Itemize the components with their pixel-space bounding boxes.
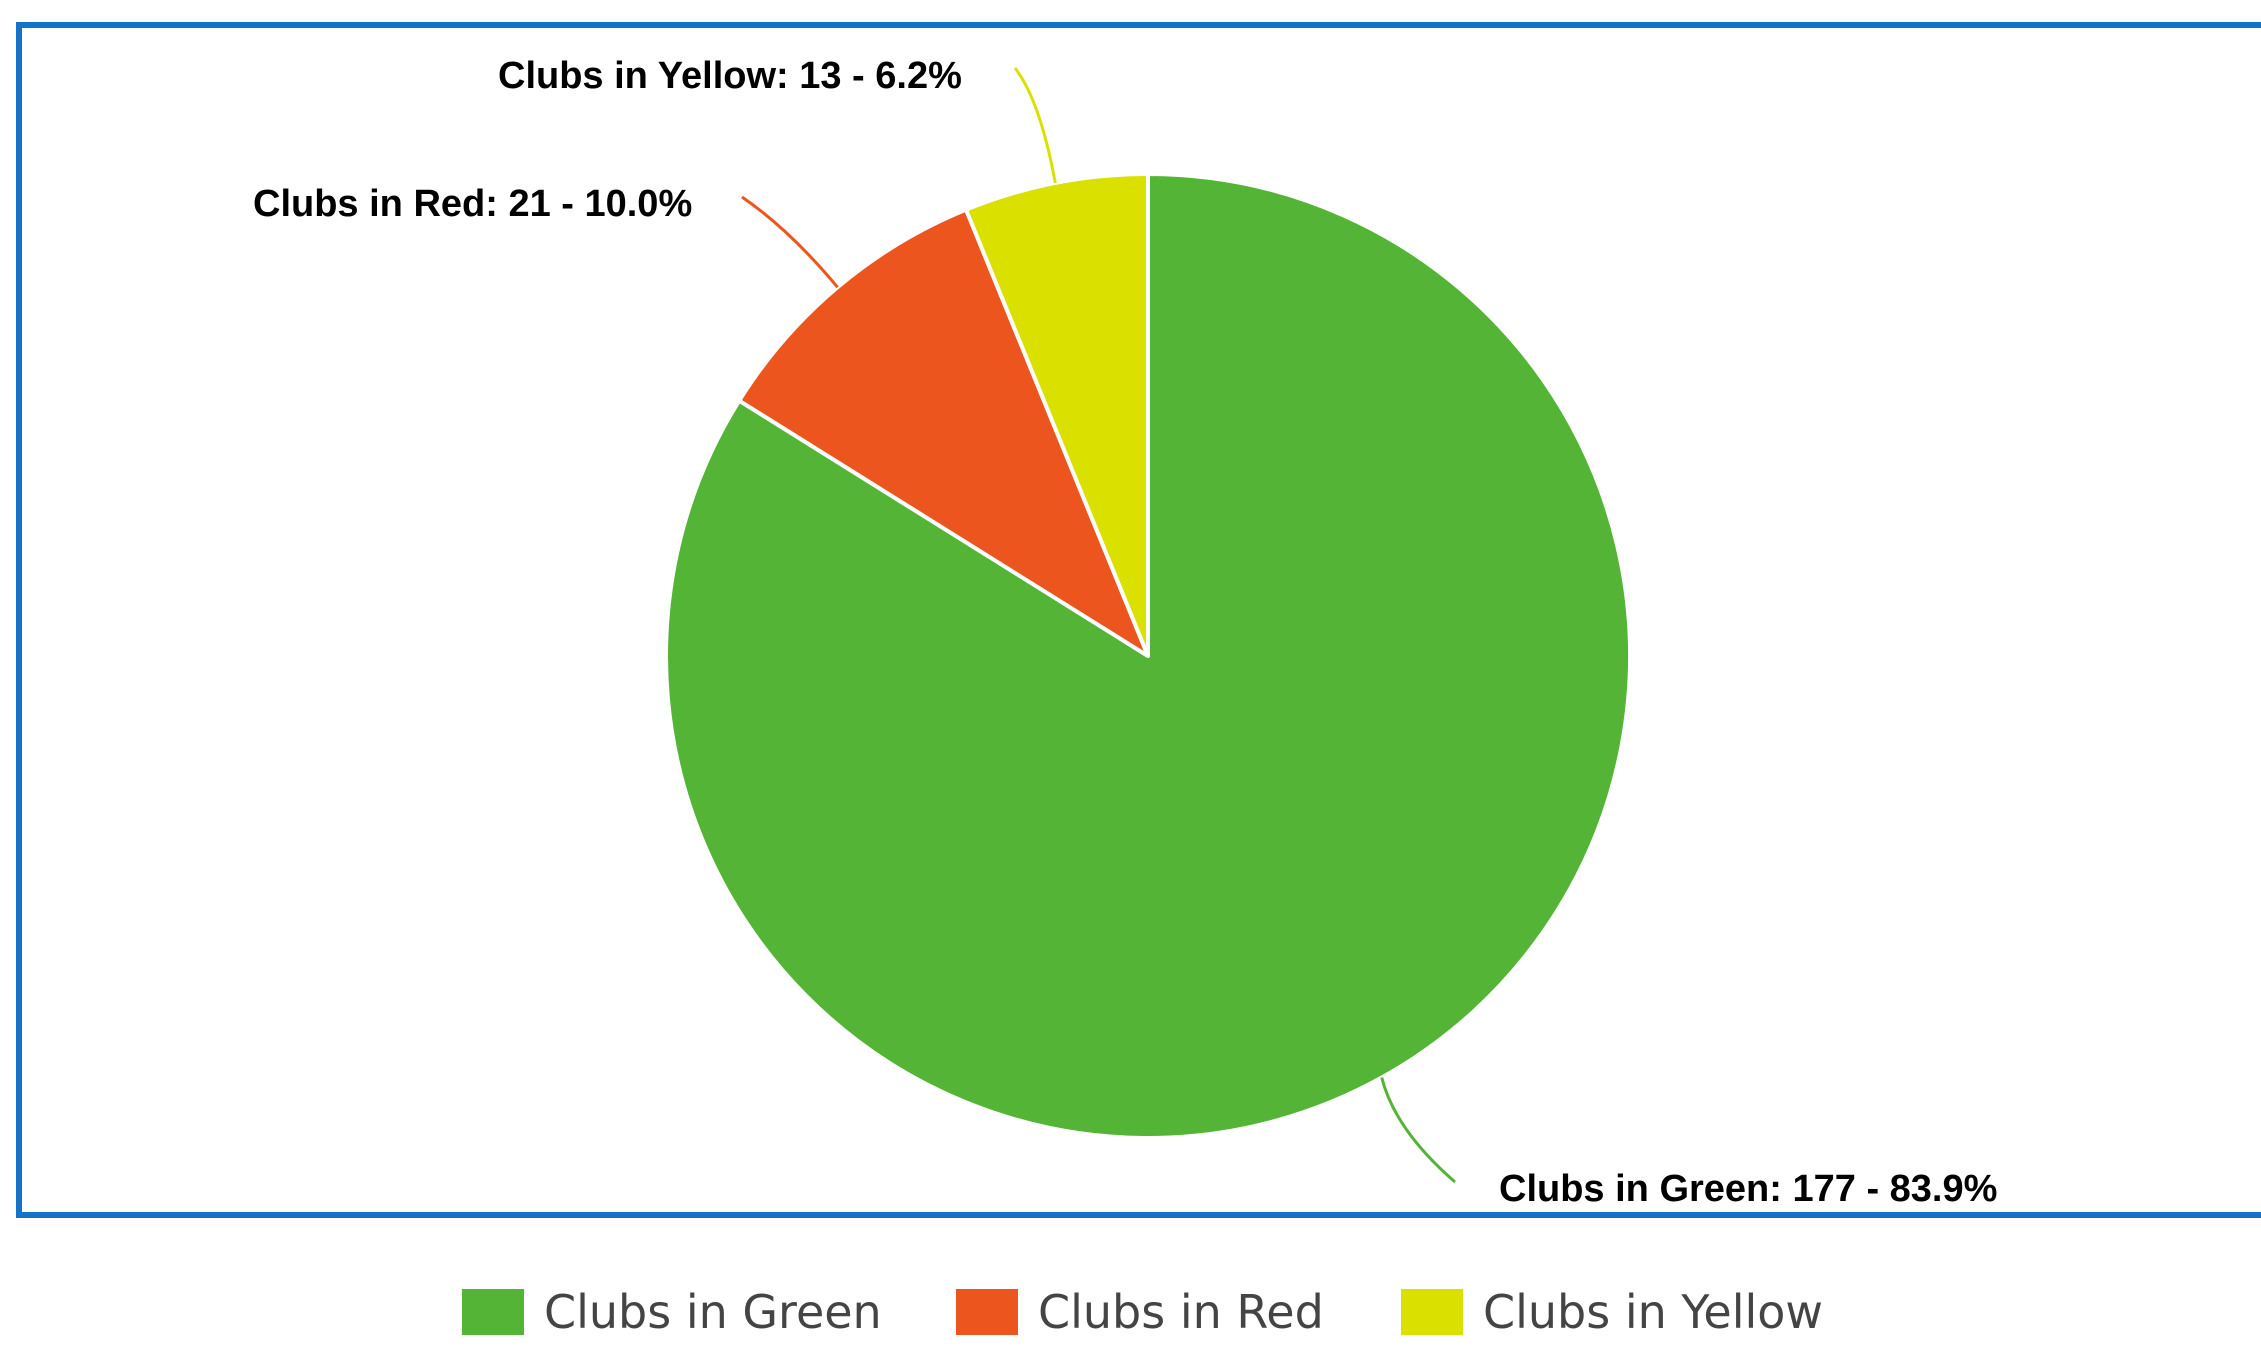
- legend-item-yellow[interactable]: Clubs in Yellow: [1401, 1285, 1824, 1339]
- label-connector-red: [741, 195, 839, 289]
- legend-swatch-yellow: [1401, 1289, 1463, 1335]
- legend-label-green: Clubs in Green: [544, 1285, 882, 1339]
- pie-slice-yellow[interactable]: [964, 172, 1150, 658]
- legend-label-yellow: Clubs in Yellow: [1483, 1285, 1824, 1339]
- legend-swatch-red: [956, 1289, 1018, 1335]
- slice-label-green: Clubs in Green: 177 - 83.9%: [1499, 1168, 1997, 1210]
- label-connector-yellow: [1013, 67, 1057, 184]
- chart-frame: [16, 22, 2261, 1218]
- label-connector-green: [1380, 1077, 1456, 1184]
- legend: Clubs in Green Clubs in Red Clubs in Yel…: [0, 1285, 2261, 1346]
- legend-item-green[interactable]: Clubs in Green: [462, 1285, 882, 1339]
- legend-item-red[interactable]: Clubs in Red: [956, 1285, 1324, 1339]
- slice-label-red: Clubs in Red: 21 - 10.0%: [253, 183, 692, 225]
- slice-label-yellow: Clubs in Yellow: 13 - 6.2%: [498, 55, 962, 97]
- legend-label-red: Clubs in Red: [1038, 1285, 1324, 1339]
- pie-slice-red[interactable]: [737, 207, 1150, 658]
- legend-swatch-green: [462, 1289, 524, 1335]
